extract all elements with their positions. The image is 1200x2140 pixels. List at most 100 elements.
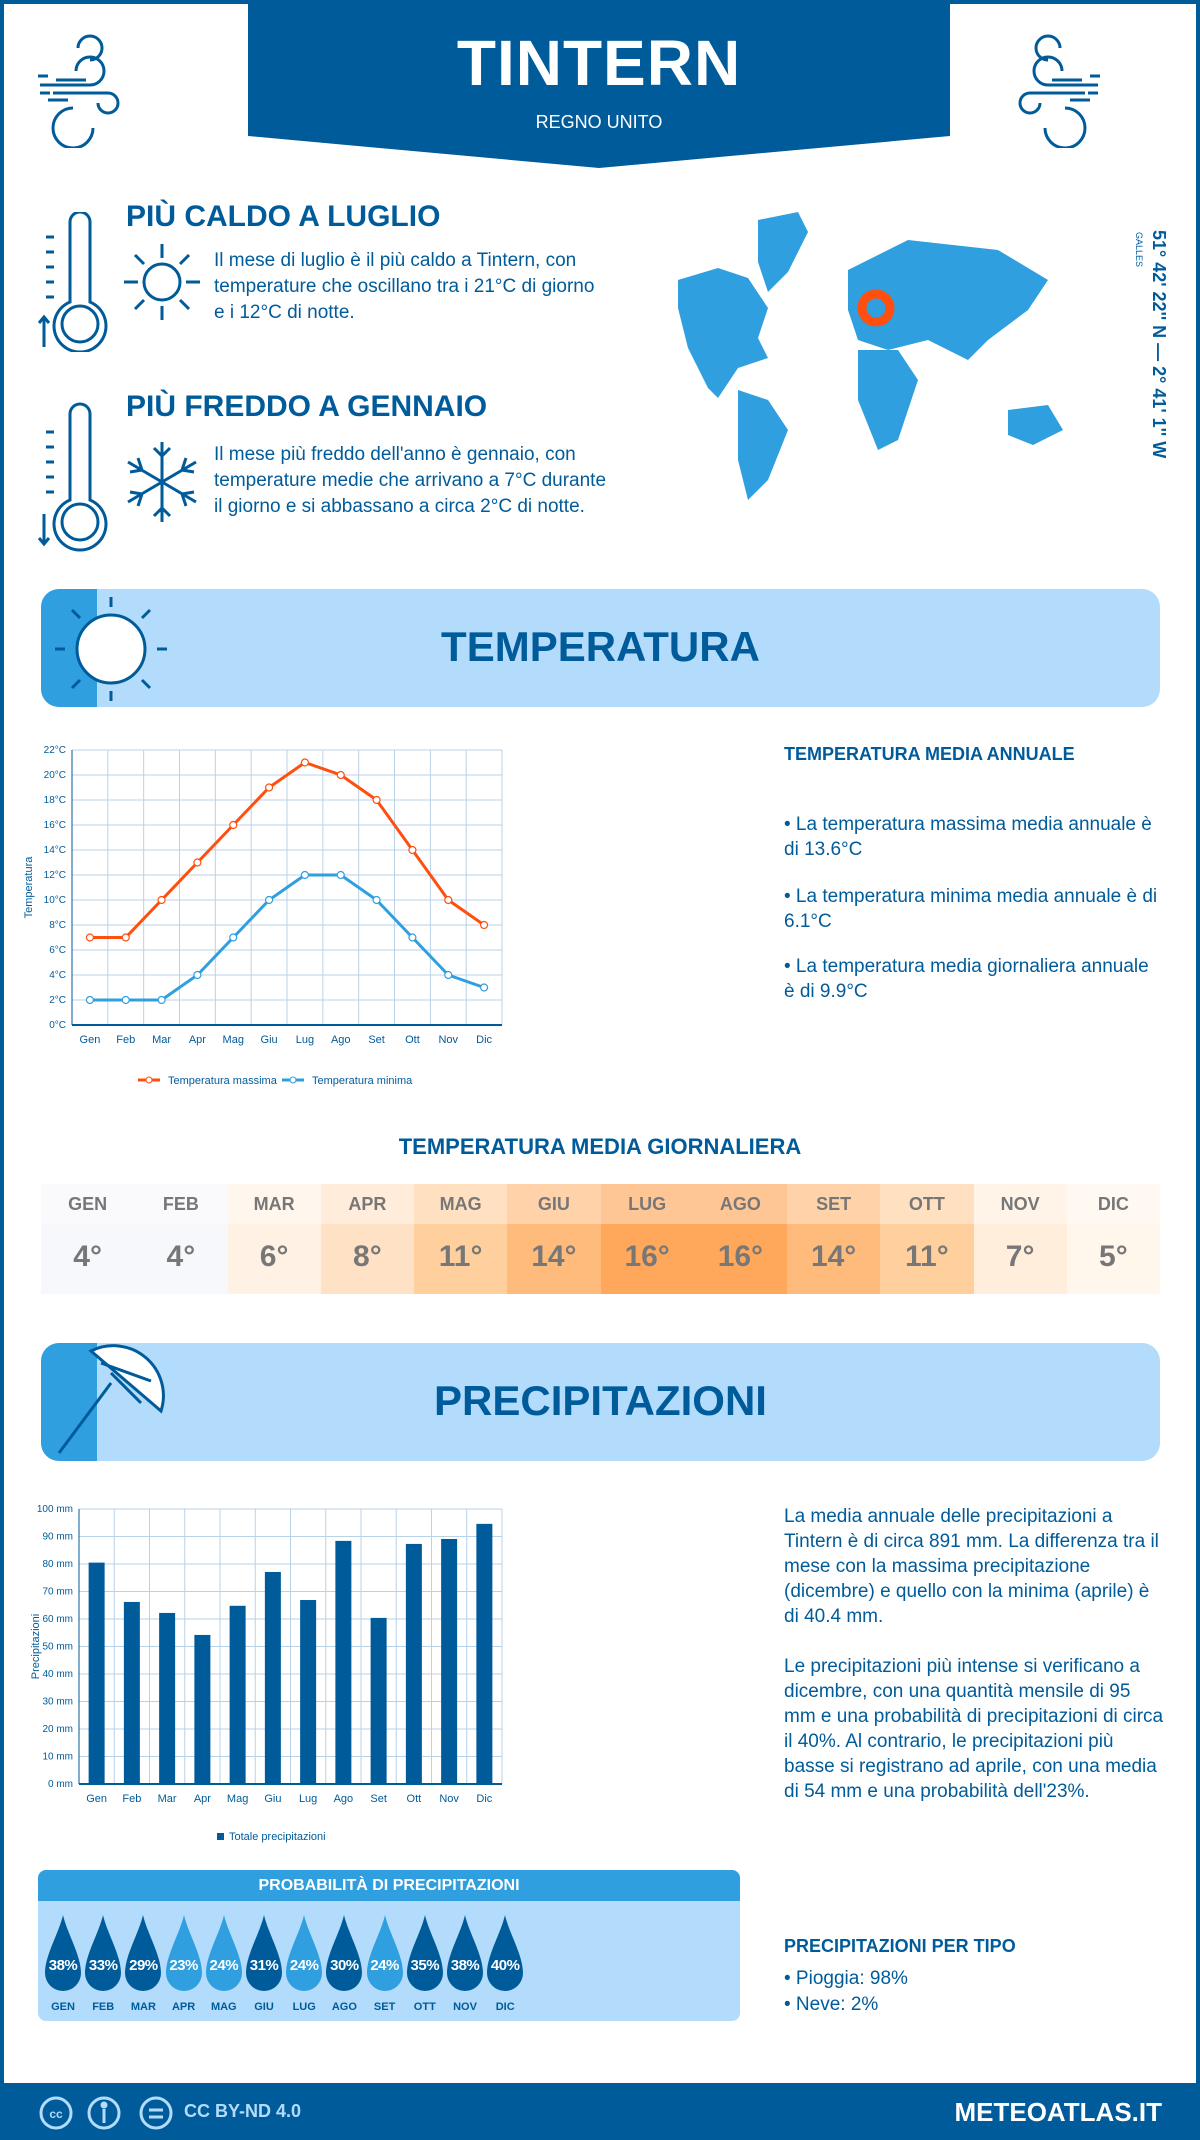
hottest-month-title: PIÙ CALDO A LUGLIO — [126, 200, 441, 233]
sun-icon — [55, 597, 167, 701]
legend-marker — [289, 1076, 297, 1084]
daily-temperature-table: GEN 4° FEB 4° MAR 6° APR 8° MAG 11° GIU 14° LUG 16° AG… — [41, 1184, 1160, 1294]
x-tick-label: Dic — [476, 1793, 492, 1805]
probability-item: 38% GEN — [45, 1915, 81, 2021]
region-label: GALLES — [1134, 232, 1144, 268]
bar — [441, 1538, 458, 1784]
cc-license-icons[interactable]: cc — [38, 2093, 128, 2133]
x-tick-label: Ago — [331, 1034, 351, 1046]
bar — [123, 1601, 140, 1784]
daily-value: 11° — [438, 1240, 483, 1273]
location-marker-icon — [857, 289, 895, 327]
daily-value: 11° — [905, 1240, 949, 1273]
snowflake-icon — [127, 442, 197, 522]
x-tick-label: Mag — [223, 1034, 244, 1046]
series-line-max — [89, 760, 485, 939]
sun-icon — [124, 244, 200, 320]
data-point — [479, 983, 489, 992]
x-tick-label: Set — [370, 1793, 387, 1805]
data-point — [444, 895, 453, 905]
data-point — [372, 795, 381, 805]
daily-month: AGO — [693, 1184, 787, 1224]
probability-value: 38% — [48, 1957, 78, 1974]
precipitation-section-title: PRECIPITAZIONI — [434, 1377, 767, 1424]
raindrop-icon — [246, 1915, 282, 1991]
daily-value: 14° — [810, 1240, 857, 1273]
y-tick-label: 90 mm — [42, 1532, 73, 1543]
data-point — [157, 895, 166, 905]
daily-cell-ott: OTT 11° — [880, 1184, 974, 1294]
daily-month: GEN — [41, 1184, 135, 1224]
probability-month: NOV — [453, 2001, 477, 2013]
license-label[interactable]: CC BY-ND 4.0 — [184, 2101, 302, 2121]
data-point — [300, 870, 310, 880]
probability-item: 35% OTT — [406, 1915, 443, 2021]
probability-value: 24% — [370, 1957, 399, 1974]
daily-month: MAG — [414, 1184, 508, 1224]
bar — [335, 1540, 352, 1784]
probability-value: 30% — [330, 1957, 359, 1974]
daily-cell-nov: NOV 7° — [973, 1184, 1067, 1294]
y-tick-label: 0°C — [49, 1020, 66, 1031]
probability-month: MAG — [210, 2001, 237, 2013]
y-tick-label: 100 mm — [37, 1504, 73, 1515]
thermometer-hot-icon — [37, 212, 108, 352]
daily-month: GIU — [507, 1184, 601, 1224]
daily-cell-mar: MAR 6° — [227, 1184, 321, 1294]
y-tick-label: 8°C — [49, 920, 66, 931]
y-tick-label: 10 mm — [42, 1752, 73, 1763]
precipitation-chart: 0 mm 10 mm 20 mm 30 mm 40 mm 50 mm 60 mm 70 mm 8… — [30, 1504, 503, 1843]
raindrop-icon — [286, 1915, 323, 1991]
data-point — [336, 870, 345, 880]
raindrop-icon — [366, 1915, 403, 1991]
raindrop-icon — [85, 1915, 122, 1991]
precipitation-type-title: PRECIPITAZIONI PER TIPO — [784, 1936, 1016, 1956]
probability-value: 29% — [129, 1957, 158, 1974]
legend-label: Temperatura massima — [168, 1075, 278, 1087]
daily-value: 6° — [259, 1240, 289, 1273]
x-tick-label: Mag — [227, 1793, 248, 1805]
data-point — [157, 995, 166, 1005]
site-link[interactable]: METEOATLAS.IT — [954, 2097, 1162, 2127]
bar — [476, 1523, 493, 1784]
probability-item: 40% DIC — [487, 1915, 524, 2021]
x-tick-label: Mar — [158, 1793, 177, 1805]
precipitation-type-rain: • Pioggia: 98% — [784, 1968, 908, 1989]
daily-month: APR — [320, 1184, 414, 1224]
raindrop-icon — [45, 1915, 81, 1991]
raindrop-icon — [487, 1915, 524, 1991]
probability-month: DIC — [495, 2001, 515, 2013]
data-point — [193, 970, 202, 980]
probability-month: APR — [171, 2001, 196, 2013]
wind-icon — [38, 34, 120, 148]
daily-cell-ago: AGO 16° — [693, 1184, 787, 1294]
probability-item: 24% SET — [366, 1915, 403, 2021]
x-tick-label: Giu — [261, 1034, 278, 1046]
y-tick-label: 4°C — [49, 970, 66, 981]
world-map — [678, 212, 1063, 500]
daily-cell-set: SET 14° — [787, 1184, 881, 1294]
legend-marker — [145, 1076, 153, 1084]
y-tick-label: 70 mm — [42, 1587, 73, 1598]
temperature-section-title: TEMPERATURA — [441, 623, 760, 670]
legend-label: Totale precipitazioni — [229, 1831, 326, 1843]
probability-item: 23% APR — [165, 1915, 202, 2021]
data-point — [85, 995, 95, 1005]
x-tick-label: Mar — [152, 1034, 171, 1046]
data-point — [121, 995, 130, 1005]
probability-month: FEB — [92, 2001, 115, 2013]
annual-item: • La temperatura media giornaliera annua… — [784, 956, 1149, 1002]
daily-value: 16° — [624, 1240, 670, 1273]
bar — [159, 1612, 176, 1784]
probability-item: 24% MAG — [205, 1915, 242, 2021]
y-axis-label: Precipitazioni — [30, 1614, 42, 1679]
probability-month: OTT — [413, 2001, 436, 2013]
daily-cell-apr: APR 8° — [320, 1184, 414, 1294]
probability-value: 38% — [450, 1957, 480, 1974]
y-tick-label: 50 mm — [42, 1642, 73, 1653]
raindrop-icon — [447, 1915, 483, 1991]
thermometer-cold-icon — [37, 402, 108, 552]
country-label: REGNO UNITO — [535, 112, 663, 132]
x-tick-label: Feb — [116, 1034, 135, 1046]
y-tick-label: 60 mm — [42, 1614, 73, 1625]
